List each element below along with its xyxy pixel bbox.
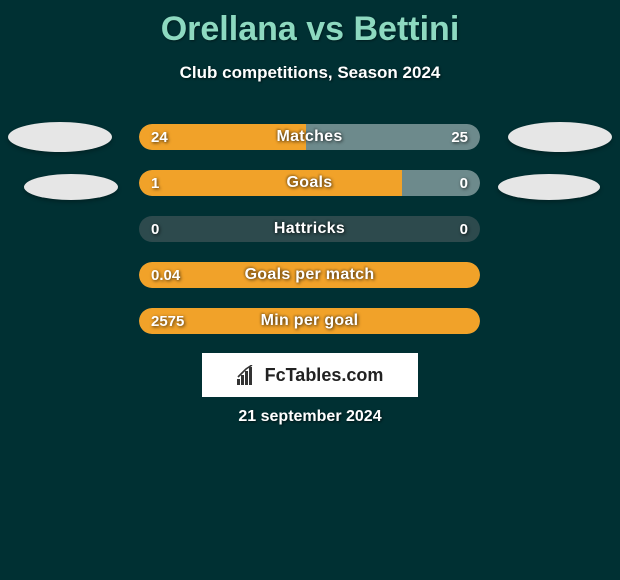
date-label: 21 september 2024: [0, 408, 620, 426]
stat-row: 2575Min per goal: [139, 308, 480, 334]
subtitle: Club competitions, Season 2024: [0, 63, 620, 83]
stat-label: Min per goal: [139, 308, 480, 334]
avatar-left-player: [8, 122, 112, 152]
comparison-bars: 24Matches251Goals00Hattricks00.04Goals p…: [139, 124, 480, 354]
avatar-left-team: [24, 174, 118, 200]
stat-row: 1Goals0: [139, 170, 480, 196]
branding-badge: FcTables.com: [202, 353, 418, 397]
stat-right-value: 0: [448, 170, 480, 196]
stat-row: 24Matches25: [139, 124, 480, 150]
avatar-right-team: [498, 174, 600, 200]
branding-text: FcTables.com: [265, 365, 384, 386]
stat-label: Matches: [139, 124, 480, 150]
avatar-right-player: [508, 122, 612, 152]
chart-icon: [237, 365, 259, 385]
stat-right-value: 25: [439, 124, 480, 150]
stat-right-value: 0: [448, 216, 480, 242]
stat-label: Hattricks: [139, 216, 480, 242]
stat-row: 0Hattricks0: [139, 216, 480, 242]
stat-row: 0.04Goals per match: [139, 262, 480, 288]
stat-label: Goals: [139, 170, 480, 196]
stat-label: Goals per match: [139, 262, 480, 288]
page-title: Orellana vs Bettini: [0, 0, 620, 49]
